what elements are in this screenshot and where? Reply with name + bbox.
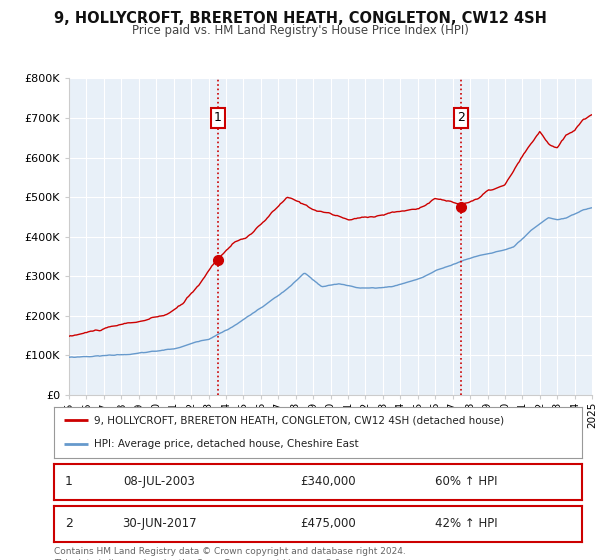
Text: 9, HOLLYCROFT, BRERETON HEATH, CONGLETON, CW12 4SH (detached house): 9, HOLLYCROFT, BRERETON HEATH, CONGLETON…: [94, 416, 504, 426]
Text: 08-JUL-2003: 08-JUL-2003: [124, 475, 196, 488]
Text: £340,000: £340,000: [301, 475, 356, 488]
Text: 9, HOLLYCROFT, BRERETON HEATH, CONGLETON, CW12 4SH: 9, HOLLYCROFT, BRERETON HEATH, CONGLETON…: [53, 11, 547, 26]
Text: This data is licensed under the Open Government Licence v3.0.: This data is licensed under the Open Gov…: [54, 559, 343, 560]
Text: 2: 2: [457, 111, 466, 124]
Text: 60% ↑ HPI: 60% ↑ HPI: [434, 475, 497, 488]
Text: Price paid vs. HM Land Registry's House Price Index (HPI): Price paid vs. HM Land Registry's House …: [131, 24, 469, 36]
Text: £475,000: £475,000: [301, 517, 356, 530]
Text: 2: 2: [65, 517, 73, 530]
Text: HPI: Average price, detached house, Cheshire East: HPI: Average price, detached house, Ches…: [94, 439, 358, 449]
Text: 42% ↑ HPI: 42% ↑ HPI: [434, 517, 497, 530]
Text: 1: 1: [65, 475, 73, 488]
Text: 1: 1: [214, 111, 221, 124]
Text: Contains HM Land Registry data © Crown copyright and database right 2024.: Contains HM Land Registry data © Crown c…: [54, 547, 406, 556]
Text: 30-JUN-2017: 30-JUN-2017: [122, 517, 197, 530]
